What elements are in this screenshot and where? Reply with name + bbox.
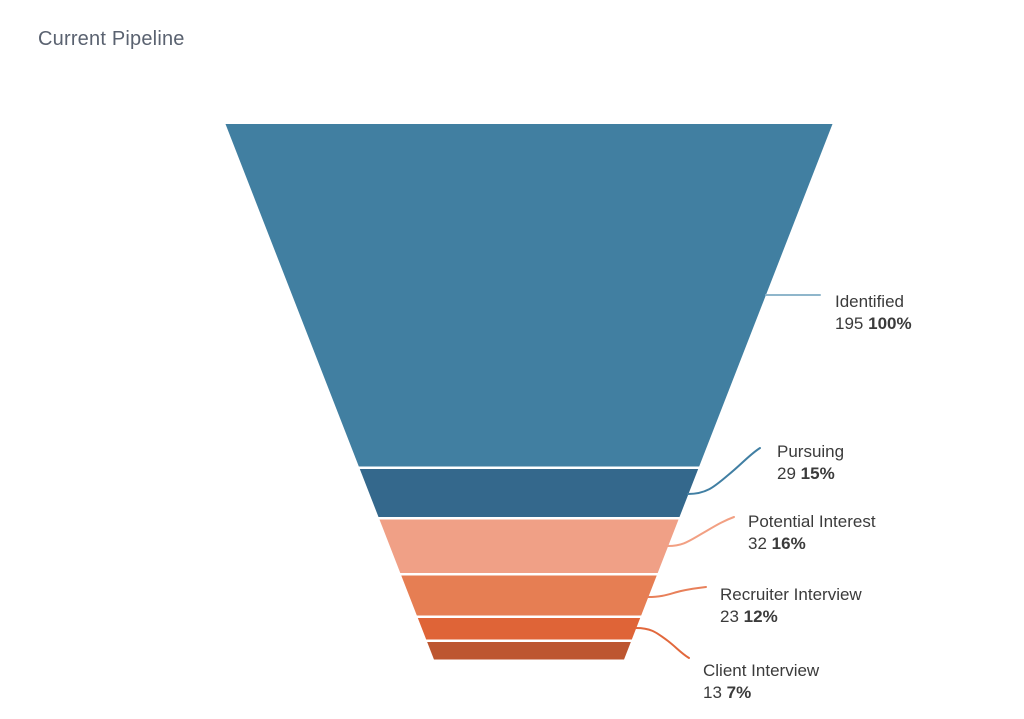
funnel-slice-client-interview[interactable] xyxy=(417,618,641,640)
leader-line-pursuing xyxy=(687,447,761,495)
leader-line-potential-interest xyxy=(667,516,735,547)
leader-line-recruiter-interview xyxy=(647,586,707,598)
funnel-slice-potential-interest[interactable] xyxy=(379,519,679,574)
funnel-slice-stage-6[interactable] xyxy=(427,642,631,660)
funnel-slice-pursuing[interactable] xyxy=(359,469,699,517)
funnel-slice-identified[interactable] xyxy=(225,124,833,467)
leader-line-client-interview xyxy=(635,627,690,659)
chart-title: Current Pipeline xyxy=(38,28,185,50)
funnel-slice-recruiter-interview[interactable] xyxy=(401,575,657,616)
